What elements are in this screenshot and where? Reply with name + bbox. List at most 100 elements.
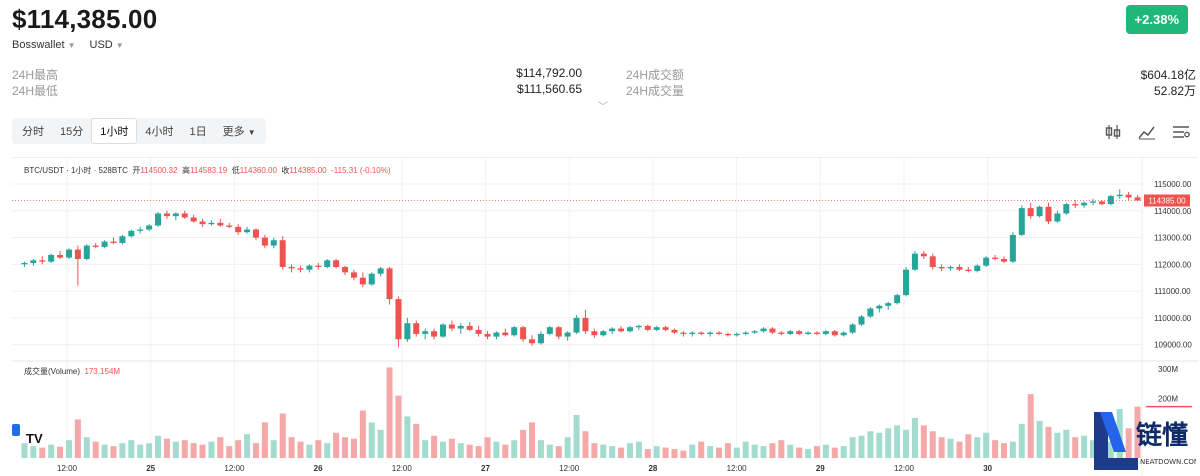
candle-body bbox=[644, 325, 651, 330]
volume-bar bbox=[680, 450, 687, 458]
line-chart-icon[interactable] bbox=[1138, 124, 1156, 143]
candle-body bbox=[716, 332, 723, 334]
last-price-tag bbox=[1144, 194, 1190, 207]
low-label: 24H最低 bbox=[12, 84, 59, 98]
tab-4h[interactable]: 4小时 bbox=[145, 126, 174, 138]
candle-body bbox=[502, 332, 509, 336]
expand-chevron-icon[interactable]: ﹀ bbox=[598, 102, 608, 113]
candle-body bbox=[439, 324, 446, 337]
candle-body bbox=[74, 249, 81, 259]
y-tick-label: 114000.00 bbox=[1154, 207, 1192, 216]
candle-body bbox=[742, 332, 749, 334]
candle-body bbox=[635, 325, 642, 328]
volume-bar bbox=[324, 443, 331, 458]
ohlc-legend: BTC/USDT · 1小时 · 528BTC 开114500.32 高1145… bbox=[24, 165, 391, 176]
volume-bar bbox=[1125, 428, 1132, 458]
candle-body bbox=[1098, 201, 1105, 205]
candle-body bbox=[849, 324, 856, 333]
low-value: $111,560.65 bbox=[517, 82, 582, 96]
volume-bar bbox=[618, 447, 625, 458]
volume-bar bbox=[671, 449, 678, 458]
volume-bar bbox=[431, 435, 438, 458]
volume-bar bbox=[1045, 426, 1052, 458]
y-tick-label: 109000.00 bbox=[1154, 341, 1192, 350]
volume-bar bbox=[992, 440, 999, 458]
symbol-line: BTC/USDT · 1小时 · 528BTC bbox=[24, 166, 128, 175]
candle-body bbox=[1125, 194, 1132, 198]
volume-bar bbox=[894, 425, 901, 458]
volume-bar bbox=[742, 441, 749, 458]
open-value: 114500.32 bbox=[140, 166, 178, 175]
scroll-left-handle[interactable] bbox=[12, 424, 20, 436]
x-tick-label: 12:00 bbox=[392, 464, 413, 473]
volume-bar bbox=[903, 429, 910, 458]
candle-body bbox=[591, 331, 598, 336]
candle-body bbox=[626, 327, 633, 332]
tab-more[interactable]: 更多 ▼ bbox=[215, 119, 264, 143]
chevron-down-icon: ▼ bbox=[67, 41, 76, 50]
volume-bar bbox=[644, 449, 651, 458]
high-label: 24H最高 bbox=[12, 68, 59, 82]
volume-bar bbox=[707, 446, 714, 458]
volume-bar bbox=[831, 447, 838, 458]
volume-bar bbox=[377, 429, 384, 458]
volume-bar bbox=[475, 446, 482, 458]
candle-body bbox=[199, 221, 206, 225]
candle-body bbox=[582, 317, 589, 332]
candle-body bbox=[1009, 234, 1016, 262]
volume-bar bbox=[1134, 406, 1141, 458]
candle-body bbox=[911, 253, 918, 270]
volume-bar bbox=[137, 444, 144, 458]
volume-bar bbox=[938, 437, 945, 458]
volume-bar bbox=[787, 444, 794, 458]
currency-selector[interactable]: USD ▼ bbox=[90, 39, 124, 51]
volume-bar bbox=[457, 443, 464, 458]
volume-bar bbox=[1107, 441, 1114, 458]
volume-bar bbox=[511, 440, 518, 458]
candle-body bbox=[929, 256, 936, 267]
candle-body bbox=[137, 229, 144, 231]
candle-body bbox=[707, 332, 714, 334]
tab-1h[interactable]: 1小时 bbox=[91, 118, 138, 144]
volume-bar bbox=[1009, 441, 1016, 458]
volume-bar bbox=[270, 440, 277, 458]
volume-bar bbox=[235, 440, 242, 458]
candle-body bbox=[1116, 194, 1123, 197]
indicator-icon[interactable] bbox=[1104, 124, 1122, 143]
candle-body bbox=[217, 222, 224, 226]
candle-body bbox=[386, 268, 393, 300]
candle-body bbox=[1000, 258, 1007, 262]
candle-body bbox=[769, 328, 776, 333]
tab-timeline[interactable]: 分时 bbox=[22, 126, 44, 138]
settings-list-icon[interactable] bbox=[1172, 124, 1190, 143]
volume-bar bbox=[796, 447, 803, 458]
candle-body bbox=[163, 213, 170, 217]
x-tick-label: 30 bbox=[983, 464, 992, 473]
candle-body bbox=[252, 229, 259, 238]
volume-bar bbox=[947, 438, 954, 458]
low-label: 低 bbox=[231, 166, 240, 175]
volume-bar bbox=[74, 419, 81, 458]
volume-bar bbox=[537, 440, 544, 458]
wallet-selector[interactable]: Bosswallet ▼ bbox=[12, 39, 76, 51]
tab-1d[interactable]: 1日 bbox=[189, 126, 207, 138]
x-tick-label: 25 bbox=[146, 464, 155, 473]
candle-body bbox=[698, 332, 705, 334]
volume-bar bbox=[1018, 423, 1025, 458]
volume-label: 24H成交量 bbox=[626, 84, 685, 98]
volume-bar bbox=[876, 432, 883, 458]
candlestick-chart[interactable]: 115000.00 114000.00 113000.00 112000.00 1110… bbox=[12, 157, 1198, 476]
volume-bar bbox=[1036, 420, 1043, 458]
volume-value: 52.82万 bbox=[1153, 84, 1196, 98]
volume-bar bbox=[217, 437, 224, 458]
candle-body bbox=[733, 333, 740, 336]
volume-bar bbox=[920, 425, 927, 458]
volume-bar bbox=[448, 438, 455, 458]
x-tick-label: 12:00 bbox=[57, 464, 78, 473]
candle-body bbox=[315, 265, 322, 267]
volume-bar bbox=[172, 441, 179, 458]
tab-15m[interactable]: 15分 bbox=[60, 126, 84, 138]
candle-body bbox=[680, 332, 687, 334]
svg-text:NEATDOWN.COM: NEATDOWN.COM bbox=[1140, 458, 1196, 466]
volume-label: 成交量(Volume) bbox=[24, 367, 81, 376]
